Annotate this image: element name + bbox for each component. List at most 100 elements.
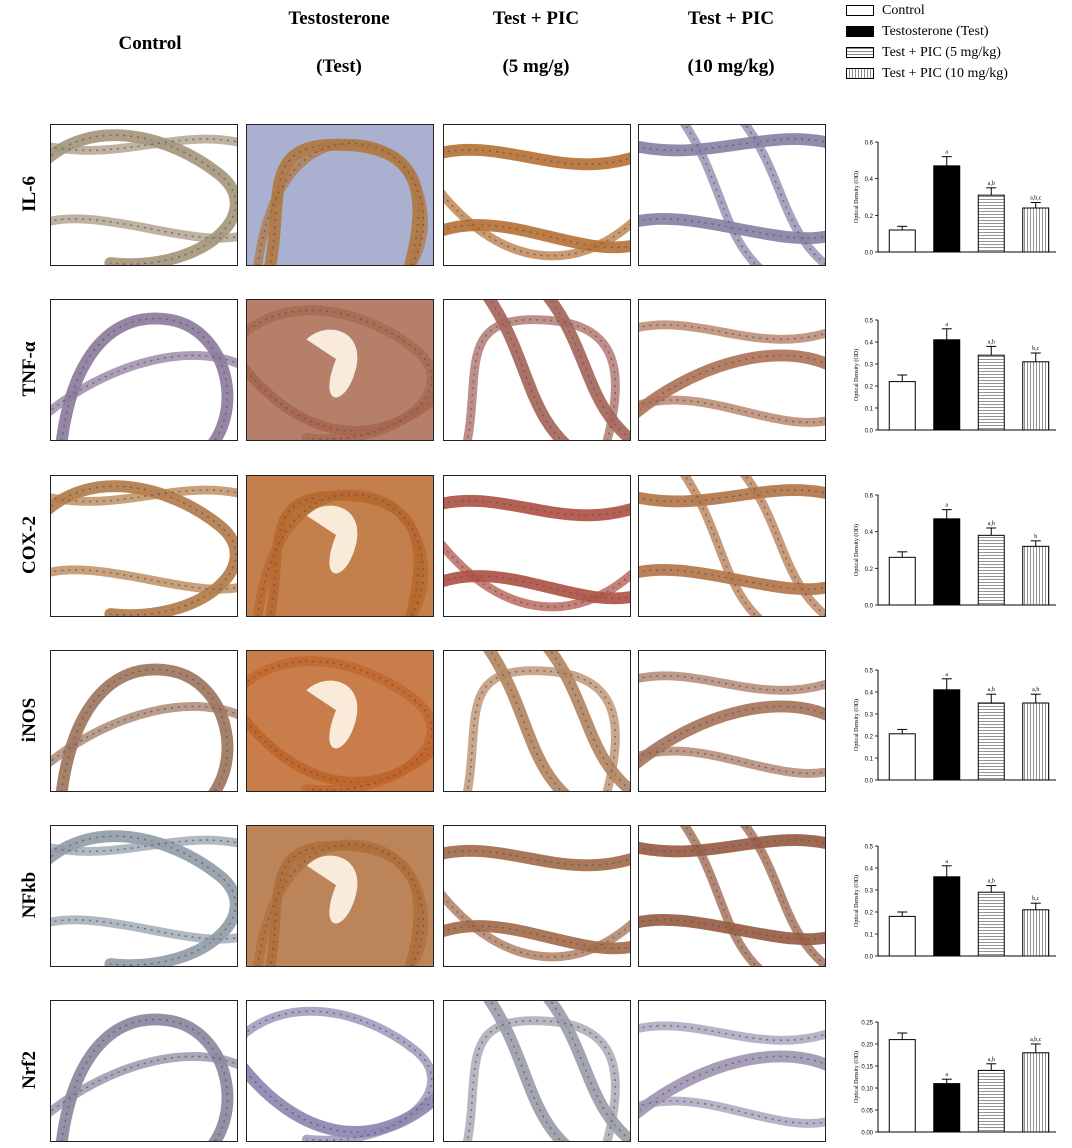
bar	[888, 556, 916, 606]
row-label-nrf2: Nrf2	[19, 1051, 40, 1089]
bar	[977, 1069, 1005, 1133]
y-tick-label: 0.4	[865, 341, 874, 347]
legend-item-testosterone: Testosterone (Test)	[846, 21, 1072, 42]
y-tick-label: 0.25	[861, 1021, 873, 1027]
bar	[977, 194, 1005, 253]
y-axis-label: Optical Density (OD)	[853, 875, 860, 927]
column-header-line2: (5 mg/g)	[502, 55, 570, 77]
bar	[1022, 361, 1050, 431]
column-header-line1: Control	[118, 33, 182, 54]
y-tick-label: 0.1	[865, 757, 874, 763]
legend-label: Test + PIC (5 mg/kg)	[882, 44, 1001, 60]
micrograph-panel	[50, 299, 238, 441]
y-tick-label: 0.4	[865, 867, 874, 873]
significance-label: a,b	[988, 687, 995, 693]
y-tick-label: 0.15	[861, 1065, 873, 1071]
y-axis-label: Optical Density (OD)	[853, 349, 860, 401]
y-tick-label: 0.5	[865, 845, 874, 851]
micrograph-panel	[50, 650, 238, 792]
column-header-line2: (10 mg/kg)	[687, 55, 775, 77]
significance-label: a	[945, 672, 948, 678]
column-header-test-pic-10: Test + PIC (10 mg/kg)	[638, 8, 824, 78]
y-tick-label: 0.6	[865, 141, 874, 147]
bar	[1022, 207, 1050, 253]
bar	[888, 1039, 916, 1133]
bar	[977, 891, 1005, 957]
micrograph-panel	[638, 299, 826, 441]
micrograph-panel	[443, 475, 631, 617]
significance-label: a,b,c	[1030, 196, 1042, 202]
bar	[1022, 702, 1050, 781]
legend: Control Testosterone (Test) Test + PIC (…	[846, 0, 1072, 84]
micrograph-panel	[246, 650, 434, 792]
bar-chart: 0.00 0.05 0.10 0.15 0.20 0.25 Optical Density …	[846, 1012, 1066, 1140]
bar	[888, 915, 916, 957]
y-axis-label: Optical Density (OD)	[853, 1051, 860, 1103]
y-tick-label: 0.10	[861, 1087, 873, 1093]
micrograph-panel	[246, 825, 434, 967]
y-tick-label: 0.2	[865, 567, 874, 573]
micrograph-panel	[443, 650, 631, 792]
significance-label: a	[945, 503, 948, 509]
y-tick-label: 0.2	[865, 911, 874, 917]
y-tick-label: 0.2	[865, 735, 874, 741]
y-axis-label: Optical Density (OD)	[853, 524, 860, 576]
bar	[977, 354, 1005, 431]
row-label-tnf: TNF-α	[19, 341, 40, 397]
row-label-cox2: COX-2	[19, 515, 40, 575]
micrograph-panel	[443, 124, 631, 266]
bar-chart: 0.0 0.1 0.2 0.3 0.4 0.5 Optical Density (OD) a a…	[846, 660, 1066, 788]
micrograph-panel	[246, 475, 434, 617]
significance-label: a	[945, 150, 948, 156]
micrograph-panel	[50, 1000, 238, 1142]
legend-item-pic-5: Test + PIC (5 mg/kg)	[846, 42, 1072, 63]
row-label-nfkb: NFkb	[19, 871, 40, 919]
bar-chart: 0.0 0.1 0.2 0.3 0.4 0.5 Optical Density (OD) a a…	[846, 836, 1066, 964]
bar	[888, 229, 916, 253]
y-tick-label: 0.05	[861, 1109, 873, 1115]
column-header-line1: Test + PIC	[687, 8, 775, 29]
significance-label: a	[945, 1072, 948, 1078]
micrograph-panel	[443, 1000, 631, 1142]
y-axis-label: Optical Density (OD)	[853, 171, 860, 223]
column-header-line1: Testosterone	[288, 8, 390, 29]
bar	[933, 165, 961, 253]
bar	[933, 339, 961, 431]
y-tick-label: 0.0	[865, 604, 874, 610]
bar	[933, 1083, 961, 1133]
significance-label: a	[945, 322, 948, 328]
micrograph-panel	[50, 825, 238, 967]
y-tick-label: 0.4	[865, 177, 874, 183]
micrograph-panel	[246, 124, 434, 266]
significance-label: a,b	[1032, 687, 1039, 693]
bar	[933, 876, 961, 957]
y-tick-label: 0.0	[865, 955, 874, 961]
micrograph-panel	[443, 825, 631, 967]
significance-label: b	[1034, 534, 1037, 540]
bar	[1022, 1052, 1050, 1133]
y-tick-label: 0.2	[865, 385, 874, 391]
micrograph-panel	[638, 124, 826, 266]
y-tick-label: 0.1	[865, 407, 874, 413]
bar	[933, 518, 961, 606]
y-tick-label: 0.2	[865, 214, 874, 220]
micrograph-panel	[246, 299, 434, 441]
legend-label: Control	[882, 2, 925, 18]
micrograph-panel	[638, 1000, 826, 1142]
y-tick-label: 0.3	[865, 889, 874, 895]
micrograph-panel	[638, 650, 826, 792]
bar	[977, 534, 1005, 606]
legend-swatch-white	[846, 5, 874, 16]
bar-chart: 0.0 0.2 0.4 0.6 Optical Density (OD) a a,b a,b,…	[846, 132, 1066, 260]
legend-label: Test + PIC (10 mg/kg)	[882, 65, 1008, 81]
bar	[933, 689, 961, 781]
significance-label: a,b	[988, 521, 995, 527]
bar	[977, 702, 1005, 781]
bar	[888, 381, 916, 431]
micrograph-panel	[50, 475, 238, 617]
y-tick-label: 0.00	[861, 1131, 873, 1137]
significance-label: a,b	[988, 1057, 995, 1063]
y-tick-label: 0.20	[861, 1043, 873, 1049]
legend-swatch-vlines	[846, 68, 874, 79]
y-tick-label: 0.4	[865, 530, 874, 536]
